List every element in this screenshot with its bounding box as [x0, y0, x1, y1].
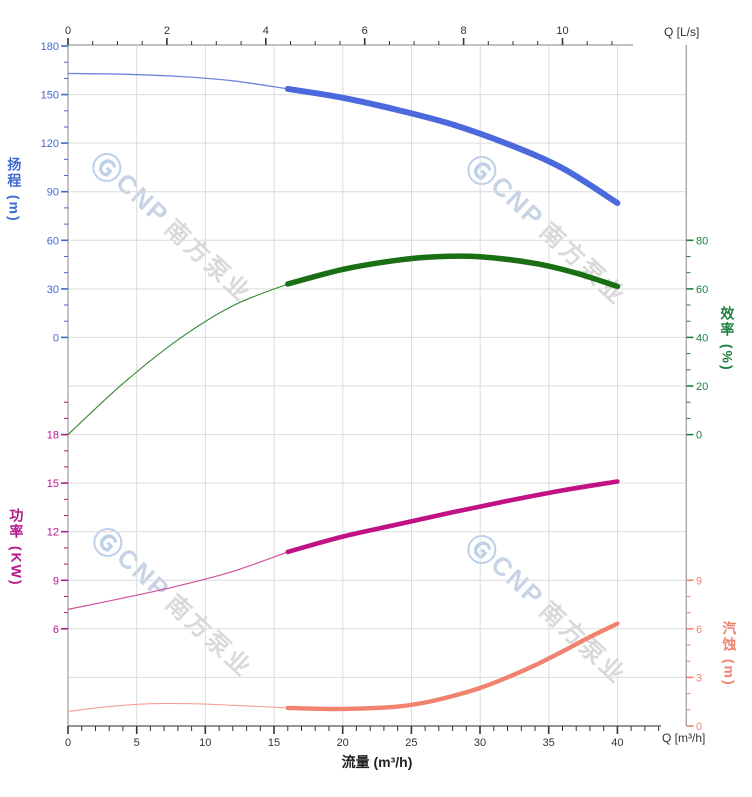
top-axis-unit: Q [L/s] — [664, 25, 700, 39]
svg-text:4: 4 — [263, 25, 269, 37]
svg-text:2: 2 — [164, 25, 170, 37]
svg-text:20: 20 — [696, 381, 708, 393]
svg-text:60: 60 — [47, 235, 59, 247]
npsh-axis: 0 3 6 9 — [686, 575, 702, 733]
svg-text:180: 180 — [41, 41, 59, 53]
efficiency-axis-title: 效率 (%) — [719, 306, 736, 372]
svg-text:12: 12 — [47, 527, 59, 539]
svg-text:25: 25 — [405, 737, 417, 749]
head-axis: 0 30 60 90 120 150 180 — [41, 41, 68, 344]
gridlines — [68, 46, 687, 726]
top-axis: 0 2 4 6 8 10 — [65, 25, 613, 45]
svg-text:0: 0 — [696, 430, 702, 442]
svg-text:30: 30 — [47, 284, 59, 296]
svg-text:90: 90 — [47, 187, 59, 199]
curve-efficiency — [67, 253, 621, 436]
svg-text:15: 15 — [47, 478, 59, 490]
bottom-axis: 0 5 10 15 20 25 30 35 40 — [65, 726, 660, 749]
flow-axis-title: 流量 (m³/h) — [341, 754, 413, 770]
npsh-axis-title: 汽蚀 (m) — [721, 621, 738, 687]
svg-text:120: 120 — [41, 138, 59, 150]
svg-text:35: 35 — [543, 737, 555, 749]
svg-text:20: 20 — [337, 737, 349, 749]
curve-npsh — [67, 621, 620, 712]
svg-text:0: 0 — [65, 25, 71, 37]
power-axis-title: 功率 (KW) — [8, 508, 25, 587]
svg-text:10: 10 — [556, 25, 568, 37]
eff-axis: 0 20 40 60 80 — [686, 235, 708, 442]
svg-text:5: 5 — [134, 737, 140, 749]
svg-text:6: 6 — [53, 624, 59, 636]
bottom-axis-unit: Q [m³/h] — [662, 731, 706, 745]
svg-text:40: 40 — [611, 737, 623, 749]
svg-text:0: 0 — [65, 737, 71, 749]
power-axis: 6 9 12 15 18 — [47, 401, 68, 636]
svg-text:0: 0 — [696, 721, 702, 733]
svg-text:80: 80 — [696, 235, 708, 247]
svg-text:6: 6 — [362, 25, 368, 37]
svg-text:9: 9 — [696, 575, 702, 587]
svg-text:40: 40 — [696, 332, 708, 344]
svg-text:10: 10 — [199, 737, 211, 749]
svg-text:150: 150 — [41, 90, 59, 102]
svg-text:60: 60 — [696, 284, 708, 296]
svg-text:6: 6 — [696, 624, 702, 636]
svg-text:0: 0 — [53, 332, 59, 344]
curve-head — [67, 72, 621, 206]
svg-text:3: 3 — [696, 672, 702, 684]
svg-text:30: 30 — [474, 737, 486, 749]
head-axis-title: 扬程 (m) — [6, 157, 23, 223]
svg-text:9: 9 — [53, 575, 59, 587]
curve-power — [67, 479, 620, 610]
svg-text:15: 15 — [268, 737, 280, 749]
svg-text:8: 8 — [461, 25, 467, 37]
svg-text:18: 18 — [47, 430, 59, 442]
